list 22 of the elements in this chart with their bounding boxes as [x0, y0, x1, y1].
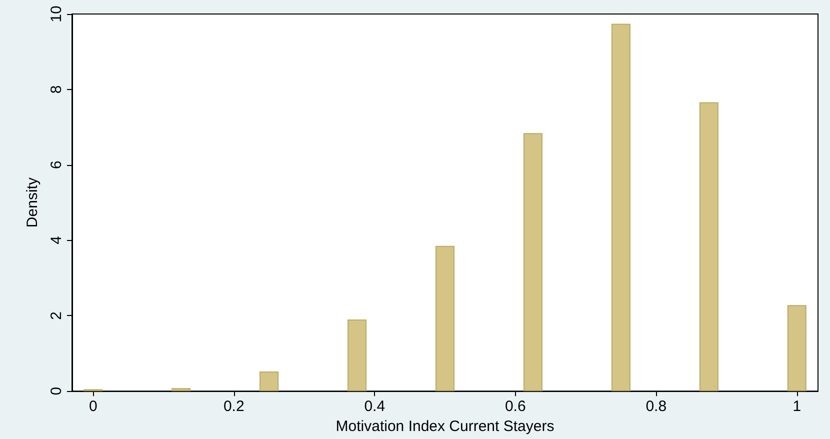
bar	[436, 246, 454, 392]
bar	[348, 319, 367, 392]
bar	[699, 102, 718, 392]
y-tick-label: 10	[48, 6, 65, 22]
y-tick-label: 0	[48, 386, 65, 396]
y-tick-label: 4	[48, 236, 65, 244]
x-tick-label: 0.4	[364, 398, 386, 416]
x-axis-title: Motivation Index Current Stayers	[336, 418, 554, 435]
bar	[523, 133, 542, 392]
bar	[787, 305, 806, 392]
x-tick-label: 0.2	[223, 398, 244, 416]
x-tick-label: 0	[88, 398, 98, 416]
y-tick-label: 2	[48, 312, 65, 320]
y-axis-title: Density	[24, 177, 41, 228]
bar	[172, 388, 191, 392]
x-tick-label: 1	[792, 398, 802, 416]
x-tick-label: 0.8	[646, 398, 667, 416]
bar	[611, 24, 630, 392]
y-tick-label: 8	[48, 85, 65, 94]
bar	[260, 371, 279, 392]
x-tick-label: 0.6	[504, 398, 526, 416]
y-tick-label: 6	[48, 160, 65, 170]
